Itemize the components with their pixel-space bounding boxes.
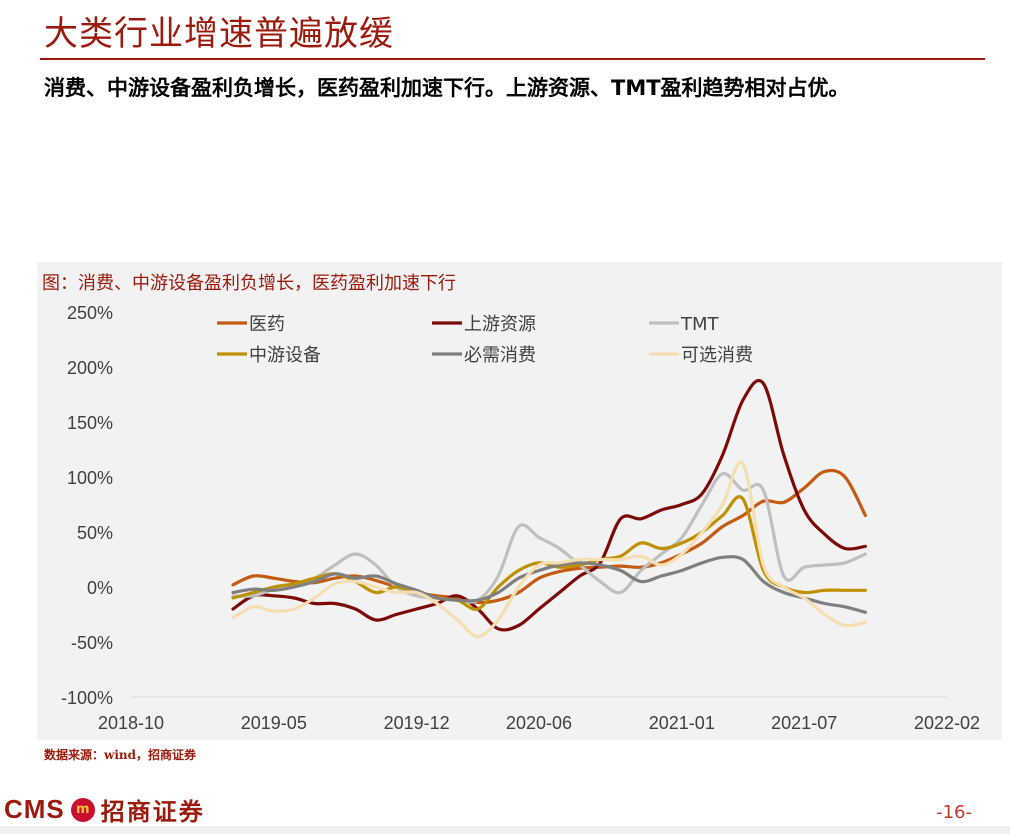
x-tick-label: 2018-10	[98, 713, 164, 733]
x-tick-label: 2021-01	[649, 713, 715, 733]
logo-emblem-icon: m	[70, 797, 95, 822]
footer-band	[0, 826, 1010, 834]
y-tick-label: 200%	[67, 358, 113, 378]
legend-label: TMT	[680, 314, 720, 335]
logo-latin-text: CMS	[4, 794, 65, 824]
y-tick-label: 150%	[67, 413, 113, 433]
x-tick-label: 2022-02	[914, 713, 980, 733]
legend-label: 中游设备	[249, 345, 321, 366]
series-line-5	[231, 555, 867, 614]
company-logo: CMS m 招商证券	[4, 792, 205, 827]
x-tick-label: 2019-12	[384, 713, 450, 733]
legend-label: 必需消费	[464, 345, 536, 366]
chart-title: 图：消费、中游设备盈利负增长，医药盈利加速下行	[42, 273, 456, 294]
chart-panel	[37, 262, 1002, 740]
y-tick-label: 0%	[87, 578, 113, 598]
page-title: 大类行业增速普遍放缓	[44, 14, 394, 54]
series-line-1	[231, 468, 867, 605]
x-tick-label: 2020-06	[506, 713, 572, 733]
series-line-2	[231, 378, 867, 632]
y-tick-label: -50%	[71, 633, 113, 653]
logo-chinese-text: 招商证券	[100, 797, 205, 826]
legend-label: 上游资源	[464, 314, 536, 335]
y-tick-label: 50%	[77, 523, 113, 543]
legend-label: 可选消费	[681, 345, 753, 366]
y-tick-label: -100%	[61, 688, 113, 708]
title-divider	[40, 58, 985, 60]
data-source-note: 数据来源：wind，招商证券	[44, 748, 197, 762]
y-tick-label: 250%	[67, 303, 113, 323]
x-tick-label: 2019-05	[241, 713, 307, 733]
line-chart: 250% 200% 150% 100% 50% 0% -50% -100% 2018-10 201…	[61, 303, 980, 733]
legend-label: 医药	[249, 314, 285, 335]
page-subtitle: 消费、中游设备盈利负增长，医药盈利加速下行。上游资源、TMT盈利趋势相对占优。	[44, 76, 850, 100]
series-line-6	[231, 460, 867, 639]
x-tick-label: 2021-07	[771, 713, 837, 733]
y-tick-label: 100%	[67, 468, 113, 488]
page-number: -16-	[936, 802, 972, 823]
series-line-3	[231, 472, 867, 604]
